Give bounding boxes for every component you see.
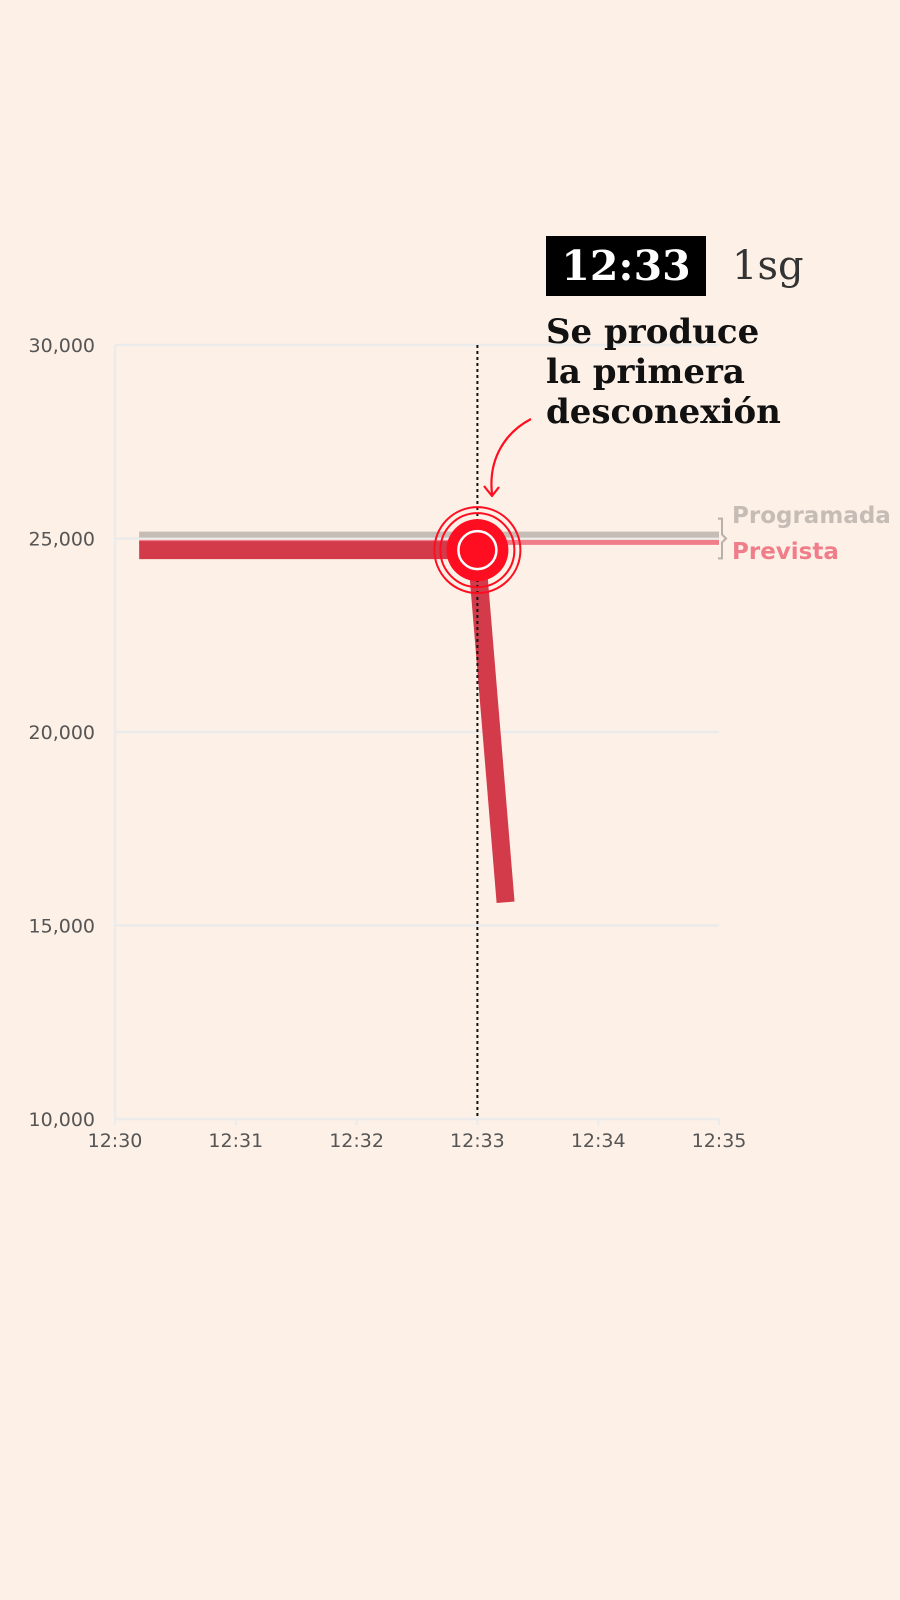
y-tick-label: 30,000 <box>29 335 95 357</box>
callout-arrowhead <box>483 485 500 498</box>
event-marker-ring-outer <box>433 506 522 595</box>
legend-programada: Programada <box>732 503 891 529</box>
headline-line-2: la primera <box>546 352 745 392</box>
elapsed-time-label: 1sg <box>732 243 804 289</box>
legend-bracket <box>718 517 728 560</box>
series-line-real <box>139 541 515 904</box>
event-marker-ring-middle <box>439 512 516 589</box>
x-tick-label: 12:31 <box>208 1130 263 1152</box>
event-time-badge: 12:33 <box>546 236 706 296</box>
legend-prevista: Prevista <box>732 539 839 565</box>
x-tick-label: 12:35 <box>692 1130 747 1152</box>
headline-line-1: Se produce <box>546 312 760 352</box>
event-marker-dot <box>446 519 509 582</box>
callout-arrow <box>490 418 532 495</box>
headline-line-3: desconexión <box>546 392 781 432</box>
x-tick-label: 12:30 <box>88 1130 143 1152</box>
event-headline: Se produce la primera desconexión <box>546 312 876 432</box>
y-tick-label: 10,000 <box>29 1109 95 1131</box>
y-tick-label: 15,000 <box>29 916 95 938</box>
x-tick-label: 12:34 <box>571 1130 626 1152</box>
y-tick-label: 25,000 <box>29 529 95 551</box>
x-tick-label: 12:33 <box>450 1130 505 1152</box>
y-tick-label: 20,000 <box>29 722 95 744</box>
x-tick-label: 12:32 <box>329 1130 384 1152</box>
event-marker-ring-inner <box>457 529 498 571</box>
